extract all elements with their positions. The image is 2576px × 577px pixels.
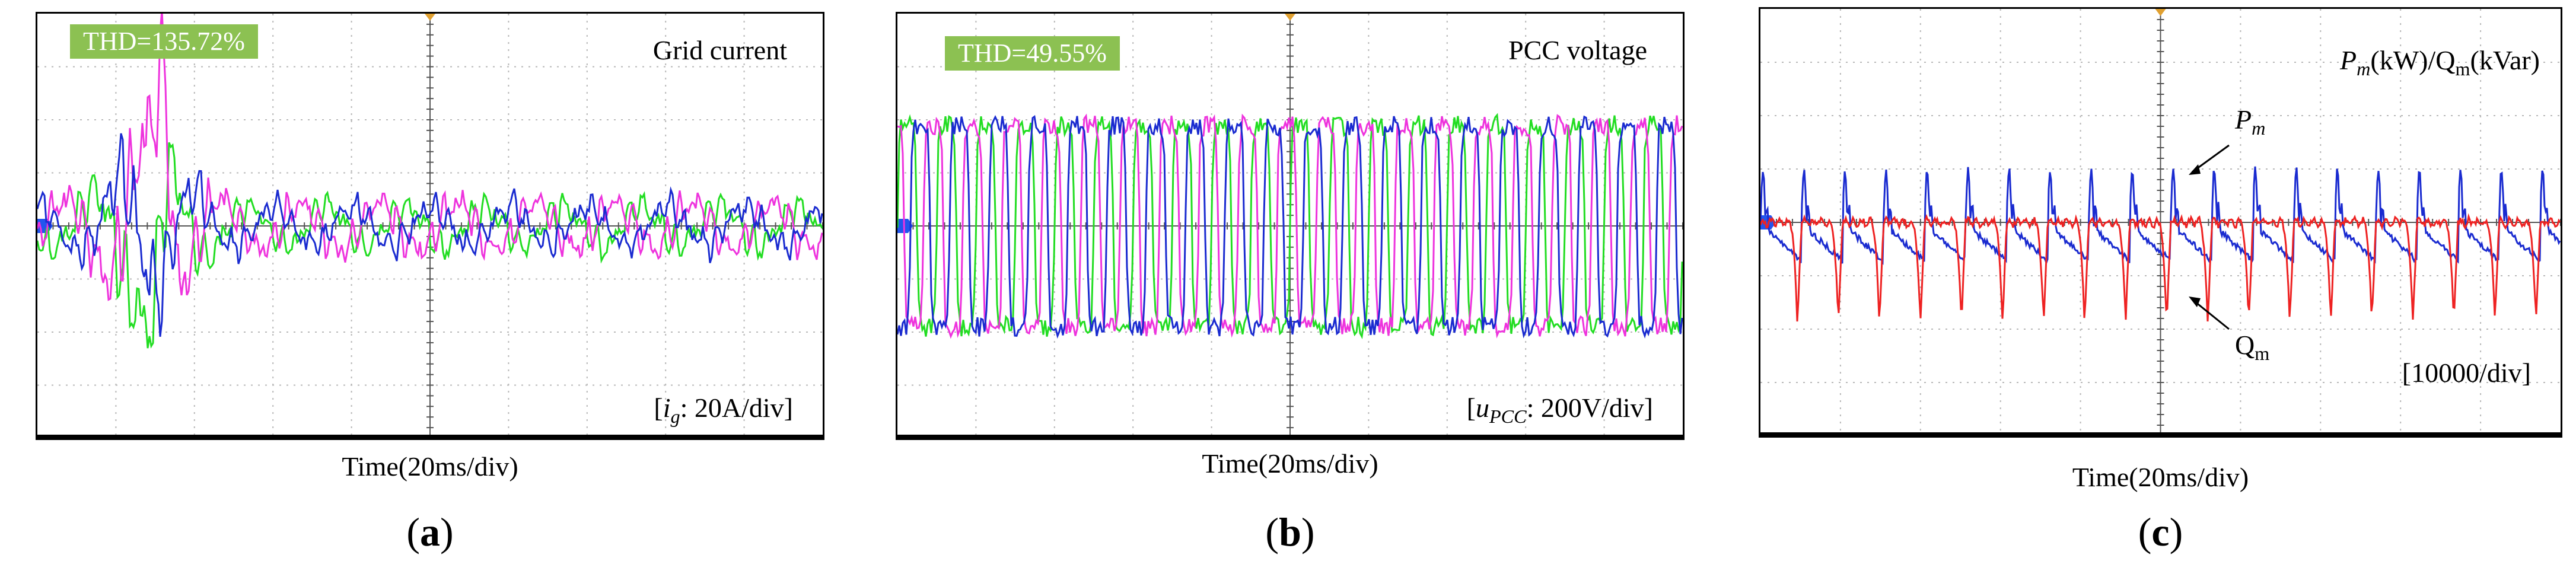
- qm-arrow: [2192, 298, 2230, 330]
- x-axis-label-c: Time(20ms/div): [2072, 462, 2249, 492]
- trace-Qm: [1760, 213, 2561, 322]
- trigger-marker-icon: [1285, 14, 1295, 21]
- pm-arrowhead-icon: [2189, 164, 2201, 175]
- x-axis-label-b: Time(20ms/div): [1202, 448, 1378, 479]
- scope-screen-c: Pm(kW)/Qm(kVar) Pm Qm [10000/div]: [1759, 7, 2562, 438]
- plot-title-a: Grid current: [652, 35, 787, 65]
- ground-marker-icon: [897, 219, 913, 233]
- thd-badge-b: THD=49.55%: [945, 36, 1120, 71]
- caption-b: (b): [1265, 509, 1315, 554]
- qm-arrowhead-icon: [2189, 297, 2201, 307]
- scale-label-a: [ig: 20A/div]: [654, 392, 793, 427]
- caption-a: (a): [406, 509, 454, 554]
- grid-2: [1760, 9, 2561, 436]
- pm-annotation: Pm: [2235, 104, 2266, 139]
- scope-plot-a: [37, 14, 823, 438]
- trigger-marker-icon: [2155, 9, 2166, 16]
- plot-title-c: Pm(kW)/Qm(kVar): [2340, 45, 2540, 80]
- qm-annotation: Qm: [2235, 330, 2270, 365]
- thd-badge-a: THD=135.72%: [70, 24, 258, 59]
- x-axis-label-a: Time(20ms/div): [342, 451, 518, 482]
- trace-Pm: [1760, 166, 2561, 266]
- scale-label-c: [10000/div]: [2402, 358, 2531, 388]
- trace-phase-blue: [897, 114, 1683, 339]
- trace-phase-magenta: [897, 113, 1683, 339]
- trace-phase-blue: [37, 133, 823, 337]
- caption-c: (c): [2138, 509, 2183, 554]
- plot-title-b: PCC voltage: [1508, 35, 1647, 65]
- scope-screen-a: THD=135.72% Grid current [ig: 20A/div]: [36, 12, 824, 440]
- scope-plot-b: [897, 14, 1683, 438]
- trace-phase-green: [897, 113, 1683, 339]
- trigger-marker-icon: [425, 14, 435, 21]
- scope-screen-b: THD=49.55% PCC voltage [uPCC: 200V/div]: [896, 12, 1685, 440]
- scale-label-b: [uPCC: 200V/div]: [1466, 392, 1653, 427]
- scope-plot-c: [1760, 9, 2561, 436]
- trace-phase-magenta: [37, 14, 823, 301]
